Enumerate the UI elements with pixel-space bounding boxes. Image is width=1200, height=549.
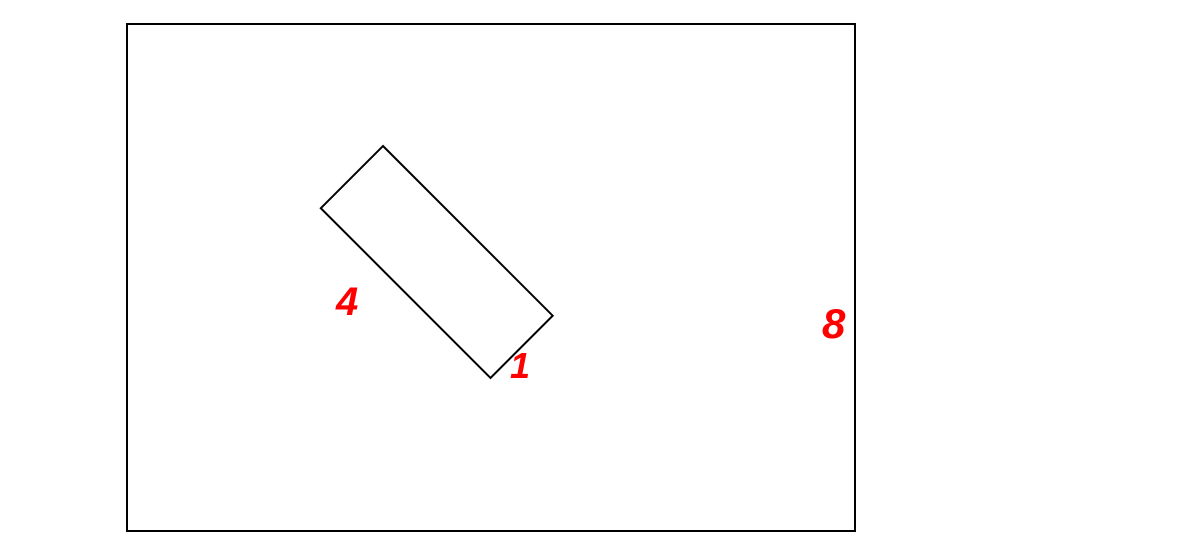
label-outer-side: 8 — [822, 300, 845, 348]
diagram-canvas: 8 4 1 — [0, 0, 1200, 549]
outer-rect — [127, 24, 855, 531]
label-inner-long-side: 4 — [336, 280, 358, 325]
inner-rect — [321, 146, 553, 378]
diagram-svg — [0, 0, 1200, 549]
label-inner-short-side: 1 — [510, 345, 530, 387]
